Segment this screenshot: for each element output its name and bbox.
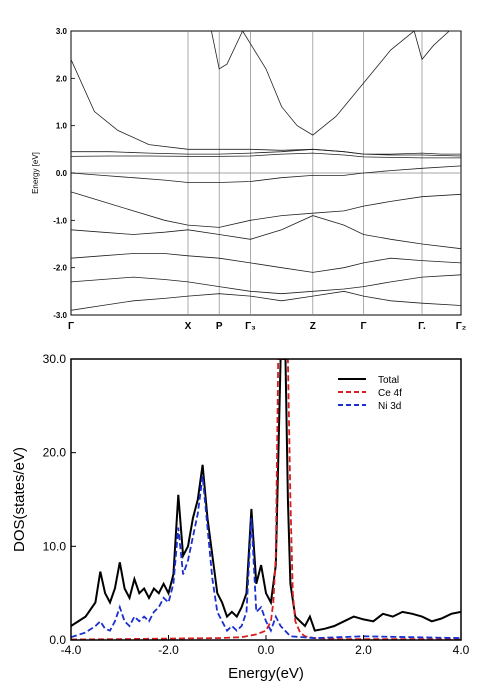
band-line-4	[70, 191, 462, 228]
band-x-tick-label-6: Γ.	[418, 321, 426, 332]
band-y-tick-label-4: -1.0	[53, 216, 67, 225]
dos-y-ticks: 0.0 10.0 20.0 30.0	[43, 352, 76, 647]
band-line-2	[70, 152, 461, 159]
band-line-3	[70, 165, 462, 183]
dos-x-tick-label-3: 2.0	[355, 643, 372, 657]
dos-x-tick-label-4: 4.0	[453, 643, 470, 657]
band-structure-symmetry-lines	[71, 31, 461, 315]
band-line-5	[70, 215, 462, 250]
band-y-tick-label-2: 1.0	[56, 122, 68, 131]
band-structure-panel: 3.0 2.0 1.0 0.0 -1.0 -2.0 -3.0 Γ X P Γ₃ Z Γ Γ. Γ₂ Ene…	[31, 27, 466, 332]
band-y-tick-label-1: 2.0	[56, 74, 68, 83]
band-line-7	[70, 274, 462, 295]
band-line-1	[71, 148, 462, 157]
dos-x-ticks: -4.0 -2.0 0.0 2.0 4.0	[61, 635, 470, 657]
dos-y-tick-label-2: 20.0	[43, 446, 67, 460]
band-y-tick-label-6: -3.0	[53, 311, 67, 320]
band-y-tick-label-5: -2.0	[53, 264, 67, 273]
band-x-tick-label-0: Γ	[68, 321, 74, 332]
band-line-10	[211, 30, 243, 70]
dos-y-tick-label-0: 0.0	[49, 633, 66, 647]
band-structure-y-axis-title: Energy [eV]	[31, 152, 40, 194]
band-line-9	[242, 30, 461, 136]
band-line-6	[70, 253, 462, 273]
dos-series	[71, 359, 461, 640]
dos-y-tick-label-1: 10.0	[43, 539, 67, 553]
band-structure-x-ticks: Γ X P Γ₃ Z Γ Γ. Γ₂	[68, 321, 466, 332]
legend-label-2: Ni 3d	[378, 401, 401, 412]
dos-x-tick-label-2: 0.0	[258, 643, 275, 657]
band-line-8	[70, 290, 462, 311]
band-x-tick-label-1: X	[185, 321, 192, 332]
band-x-tick-label-4: Z	[310, 321, 316, 332]
dos-x-tick-label-1: -2.0	[158, 643, 179, 657]
dos-x-axis-title: Energy(eV)	[228, 665, 304, 682]
band-line-0	[70, 59, 461, 155]
legend-label-0: Total	[378, 375, 399, 386]
dos-panel: 0.0 10.0 20.0 30.0 -4.0 -2.0 0.0 2.0 4.0 DOS(st…	[11, 352, 470, 682]
band-structure-y-ticks: 3.0 2.0 1.0 0.0 -1.0 -2.0 -3.0	[53, 27, 75, 320]
legend-label-1: Ce 4f	[378, 388, 402, 399]
band-x-tick-label-2: P	[216, 321, 223, 332]
band-y-tick-label-0: 3.0	[56, 27, 68, 36]
band-structure-bands	[70, 30, 462, 311]
band-x-tick-label-5: Γ	[360, 321, 366, 332]
dos-y-axis-title: DOS(states/eV)	[11, 447, 28, 552]
band-x-tick-label-7: Γ₂	[456, 321, 466, 332]
dos-legend: Total Ce 4f Ni 3d	[338, 375, 402, 412]
dos-series-line-0	[71, 359, 461, 632]
dos-series-line-2	[71, 475, 461, 640]
dos-y-tick-label-3: 30.0	[43, 352, 67, 366]
band-x-tick-label-3: Γ₃	[245, 321, 256, 332]
band-y-tick-label-3: 0.0	[56, 169, 68, 178]
dos-x-tick-label-0: -4.0	[61, 643, 82, 657]
